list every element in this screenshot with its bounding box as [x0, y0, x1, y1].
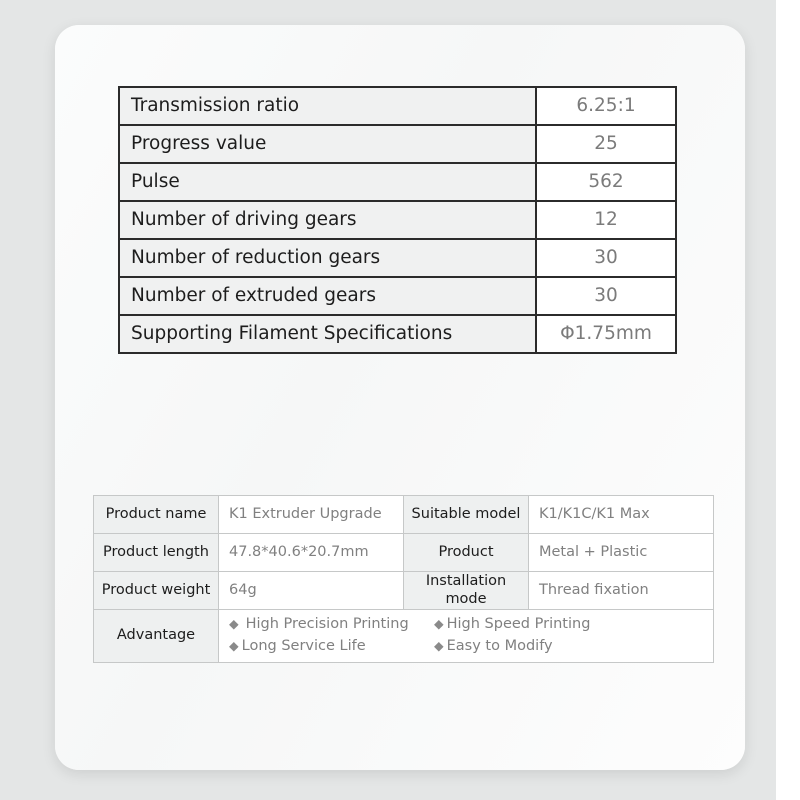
spec-label-pulse: Pulse — [118, 162, 537, 202]
spec-label-reduction-gears: Number of reduction gears — [118, 238, 537, 278]
product-label-product-length: Product length — [93, 533, 219, 572]
product-details-table: Product name K1 Extruder Upgrade Suitabl… — [93, 495, 714, 663]
product-value-product: Metal + Plastic — [528, 533, 714, 572]
product-label-advantage: Advantage — [93, 609, 219, 663]
product-value-advantage: ◆ High Precision Printing ◆ High Speed Pri… — [218, 609, 714, 663]
spec-value-filament-specifications: Φ1.75mm — [535, 314, 677, 354]
table-row: Transmission ratio 6.25:1 — [118, 86, 677, 126]
spec-label-transmission-ratio: Transmission ratio — [118, 86, 537, 126]
spec-label-extruded-gears: Number of extruded gears — [118, 276, 537, 316]
product-info-card: Transmission ratio 6.25:1 Progress value… — [55, 25, 745, 770]
advantage-list: ◆ High Precision Printing ◆ High Speed Pri… — [229, 614, 713, 658]
diamond-bullet-icon: ◆ — [229, 616, 239, 632]
product-label-product-name: Product name — [93, 495, 219, 534]
advantage-item-label: Long Service Life — [241, 638, 366, 655]
spec-value-driving-gears: 12 — [535, 200, 677, 240]
product-value-suitable-model: K1/K1C/K1 Max — [528, 495, 714, 534]
spec-value-transmission-ratio: 6.25:1 — [535, 86, 677, 126]
table-row: Product name K1 Extruder Upgrade Suitabl… — [93, 495, 714, 534]
product-value-product-length: 47.8*40.6*20.7mm — [218, 533, 404, 572]
spec-label-progress-value: Progress value — [118, 124, 537, 164]
advantage-item-label: High Precision Printing — [245, 616, 409, 633]
product-value-product-weight: 64g — [218, 571, 404, 610]
diamond-bullet-icon: ◆ — [434, 638, 444, 654]
spec-label-filament-specifications: Supporting Filament Specifications — [118, 314, 537, 354]
list-item: ◆ High Precision Printing — [229, 616, 434, 633]
specification-table: Transmission ratio 6.25:1 Progress value… — [118, 86, 677, 354]
diamond-bullet-icon: ◆ — [434, 616, 444, 632]
spec-value-pulse: 562 — [535, 162, 677, 202]
product-label-product-weight: Product weight — [93, 571, 219, 610]
table-row: Progress value 25 — [118, 124, 677, 164]
table-row: Number of reduction gears 30 — [118, 238, 677, 278]
spec-value-progress-value: 25 — [535, 124, 677, 164]
list-item: ◆ Easy to Modify — [434, 638, 713, 655]
table-row: Number of extruded gears 30 — [118, 276, 677, 316]
advantage-item-label: High Speed Printing — [446, 616, 591, 633]
spec-value-extruded-gears: 30 — [535, 276, 677, 316]
list-item: ◆ High Speed Printing — [434, 616, 713, 633]
product-value-product-name: K1 Extruder Upgrade — [218, 495, 404, 534]
diamond-bullet-icon: ◆ — [229, 638, 239, 654]
product-label-product: Product — [403, 533, 529, 572]
product-label-installation-mode: Installation mode — [403, 571, 529, 610]
product-label-suitable-model: Suitable model — [403, 495, 529, 534]
product-value-installation-mode: Thread fixation — [528, 571, 714, 610]
table-row: Pulse 562 — [118, 162, 677, 202]
table-row: Number of driving gears 12 — [118, 200, 677, 240]
table-row: Product length 47.8*40.6*20.7mm Product … — [93, 533, 714, 572]
table-row: Product weight 64g Installation mode Thr… — [93, 571, 714, 610]
table-row: Advantage ◆ High Precision Printing ◆ High… — [93, 609, 714, 663]
table-row: Supporting Filament Specifications Φ1.75… — [118, 314, 677, 354]
right-edge-strip — [776, 0, 800, 800]
spec-value-reduction-gears: 30 — [535, 238, 677, 278]
spec-label-driving-gears: Number of driving gears — [118, 200, 537, 240]
advantage-item-label: Easy to Modify — [446, 638, 553, 655]
list-item: ◆ Long Service Life — [229, 638, 434, 655]
